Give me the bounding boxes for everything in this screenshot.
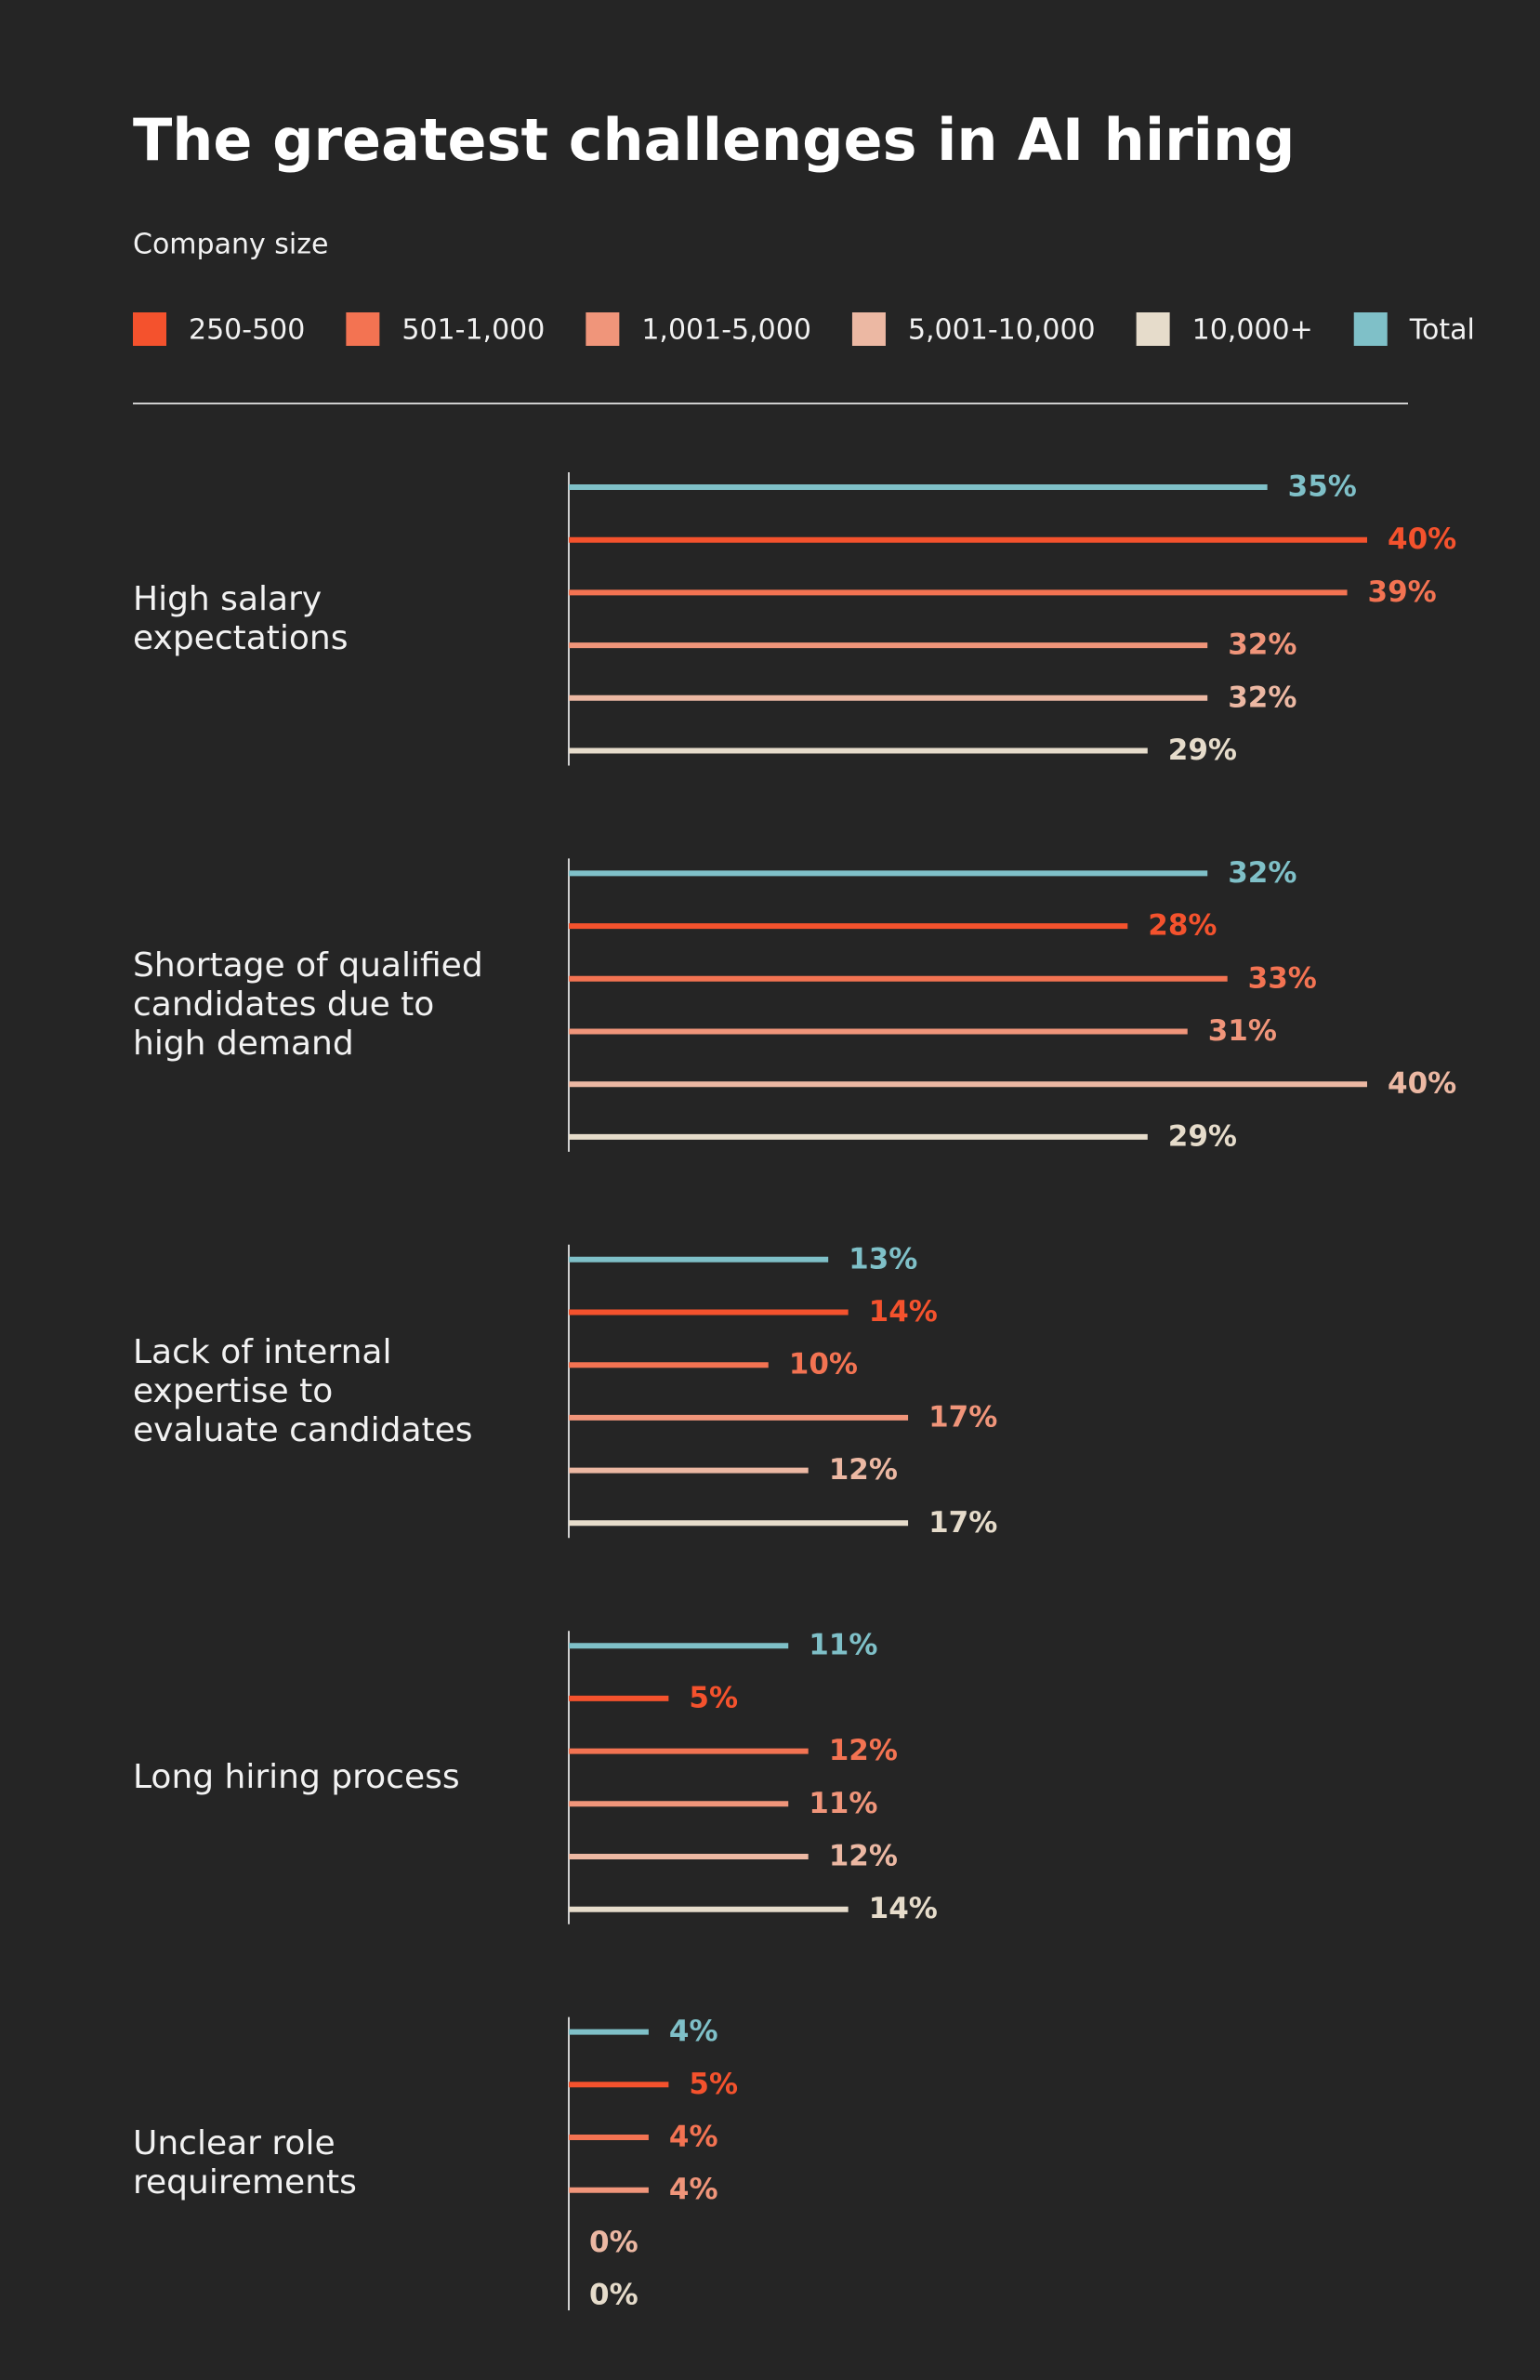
legend-swatch bbox=[586, 312, 620, 346]
legend-label: Total bbox=[1409, 314, 1475, 347]
value-label: 5% bbox=[689, 1681, 738, 1714]
chart-title: The greatest challenges in AI hiring bbox=[133, 106, 1295, 174]
category-label: Long hiring process bbox=[133, 1757, 460, 1796]
value-label: 5% bbox=[689, 2068, 738, 2101]
value-label: 13% bbox=[849, 1242, 917, 1276]
value-label: 33% bbox=[1248, 961, 1317, 995]
legend-label: 1,001-5,000 bbox=[641, 314, 811, 347]
value-label: 29% bbox=[1168, 1119, 1237, 1153]
legend-label: 250-500 bbox=[189, 314, 305, 347]
category-label: Lack of internal expertise to evaluate c… bbox=[133, 1332, 473, 1449]
legend-label: 501-1,000 bbox=[401, 314, 545, 347]
category-label: Shortage of qualified candidates due to … bbox=[133, 946, 483, 1064]
value-label: 40% bbox=[1388, 522, 1456, 556]
value-label: 17% bbox=[928, 1506, 997, 1540]
value-label: 28% bbox=[1148, 909, 1217, 943]
value-label: 10% bbox=[789, 1348, 858, 1382]
legend-swatch bbox=[1353, 312, 1388, 346]
value-label: 4% bbox=[669, 2173, 718, 2206]
value-label: 4% bbox=[669, 2121, 718, 2154]
value-label: 14% bbox=[869, 1295, 938, 1329]
legend-label: 5,001-10,000 bbox=[908, 314, 1096, 347]
value-label: 32% bbox=[1228, 681, 1296, 714]
value-label: 12% bbox=[829, 1453, 898, 1487]
category-label: High salary expectations bbox=[133, 579, 349, 657]
value-label: 35% bbox=[1288, 470, 1357, 504]
legend-swatch bbox=[346, 312, 380, 346]
value-label: 12% bbox=[829, 1840, 898, 1873]
value-label: 32% bbox=[1228, 628, 1296, 662]
value-label: 40% bbox=[1388, 1067, 1456, 1101]
legend-title: Company size bbox=[133, 229, 328, 261]
category-label: Unclear role requirements bbox=[133, 2124, 357, 2202]
value-label: 11% bbox=[809, 1787, 877, 1820]
value-label: 39% bbox=[1368, 575, 1437, 609]
value-label: 31% bbox=[1208, 1014, 1277, 1048]
value-label: 29% bbox=[1168, 734, 1237, 767]
value-label: 0% bbox=[589, 2226, 638, 2259]
legend-swatch bbox=[133, 312, 166, 346]
value-label: 32% bbox=[1228, 856, 1296, 890]
value-label: 14% bbox=[869, 1892, 938, 1925]
value-label: 4% bbox=[669, 2015, 718, 2048]
legend-swatch bbox=[1136, 312, 1170, 346]
value-label: 0% bbox=[589, 2279, 638, 2312]
legend-swatch bbox=[851, 312, 886, 346]
legend-label: 10,000+ bbox=[1192, 314, 1313, 347]
value-label: 11% bbox=[809, 1629, 877, 1662]
value-label: 12% bbox=[829, 1734, 898, 1767]
value-label: 17% bbox=[928, 1400, 997, 1434]
